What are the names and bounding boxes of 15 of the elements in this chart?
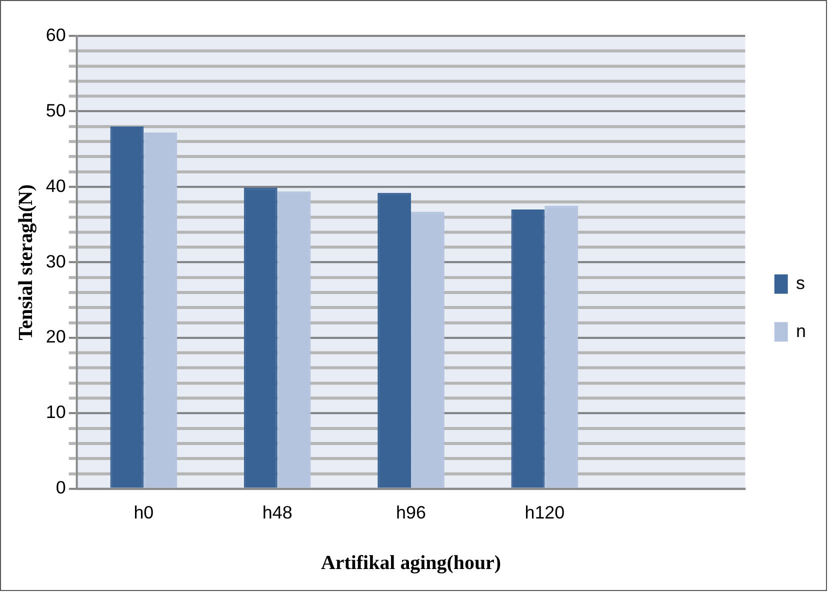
x-tick-label: h96 — [396, 502, 426, 522]
y-tick-label: 10 — [46, 402, 66, 422]
x-axis-title: Artifikal aging(hour) — [320, 552, 502, 574]
y-tick-label: 30 — [46, 251, 66, 272]
y-tick-label: 60 — [46, 24, 66, 45]
y-tick-label: 20 — [46, 326, 66, 347]
legend-label: n — [796, 320, 806, 341]
x-tick-label: h48 — [262, 502, 292, 522]
x-tick-label: h0 — [134, 502, 154, 522]
y-tick-label: 40 — [46, 176, 66, 196]
y-axis-title: Tensial steragh(N) — [15, 184, 38, 340]
y-tick-label: 0 — [56, 478, 66, 498]
x-tick-label: h120 — [524, 502, 565, 522]
legend-label: s — [796, 273, 806, 293]
y-tick-label: 50 — [46, 100, 66, 120]
